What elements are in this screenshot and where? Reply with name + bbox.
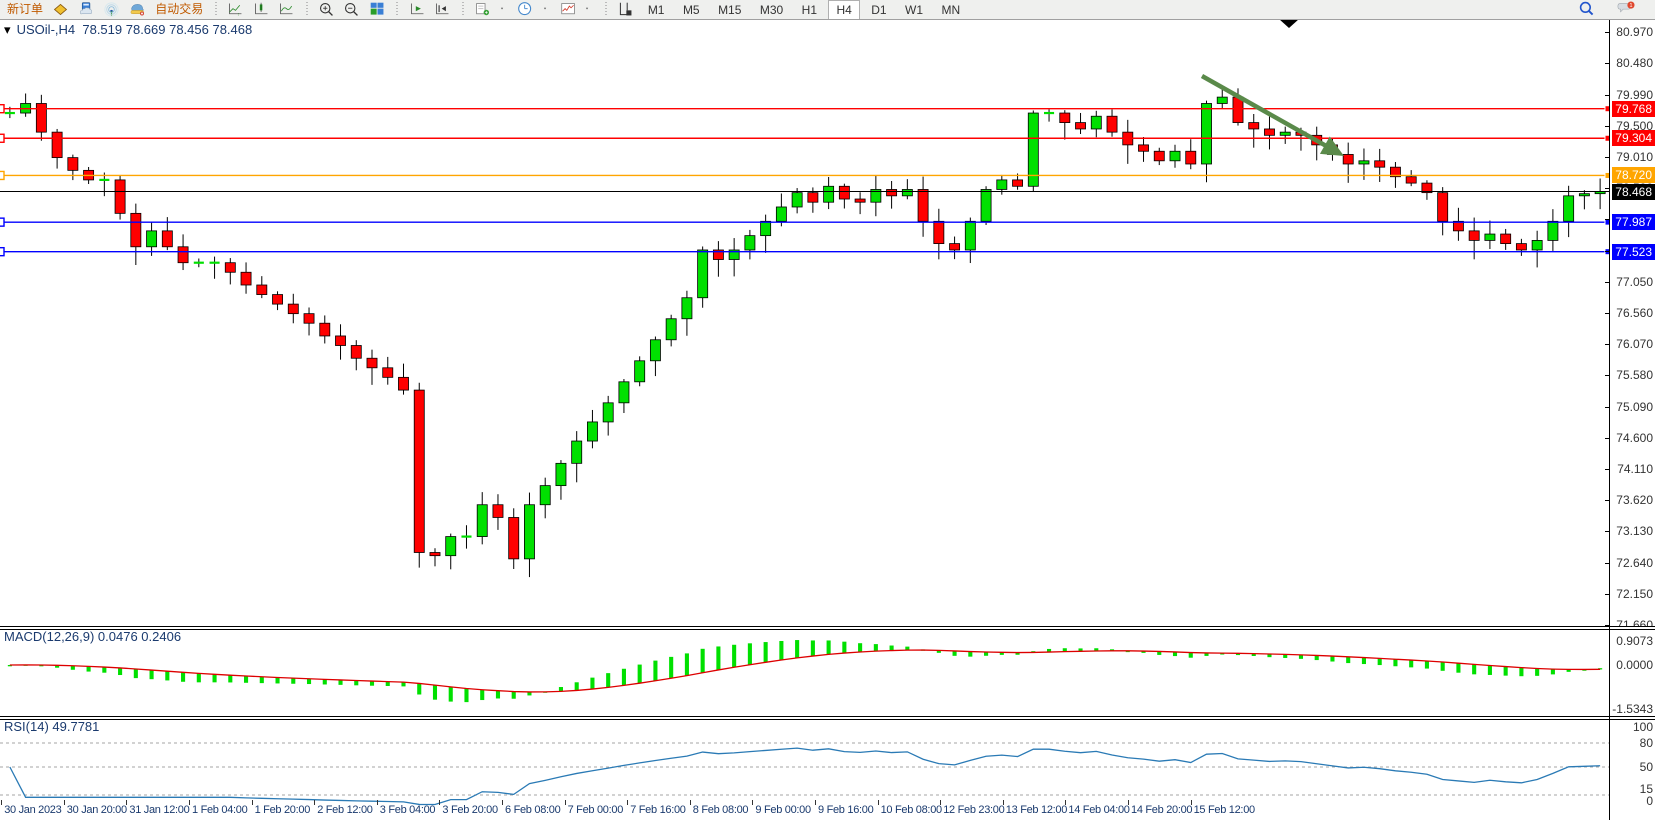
svg-text:1: 1 <box>1629 3 1632 9</box>
svg-text:↕: ↕ <box>237 12 239 17</box>
